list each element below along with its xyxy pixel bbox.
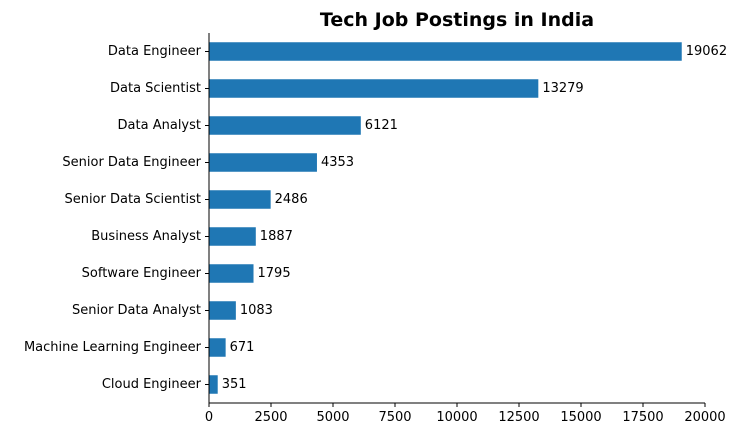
bar xyxy=(209,264,254,283)
bar-value-label: 4353 xyxy=(321,155,354,170)
bar xyxy=(209,227,256,246)
x-tick-label: 7500 xyxy=(378,410,411,425)
x-tick-label: 15000 xyxy=(560,410,601,425)
category-label: Senior Data Scientist xyxy=(64,192,201,207)
bar-value-label: 1795 xyxy=(258,266,291,281)
category-labels: Data Engineer Data Scientist Data Analyst S… xyxy=(24,44,209,392)
bar-value-label: 1083 xyxy=(240,303,273,318)
bar-value-label: 671 xyxy=(230,340,255,355)
bar-value-label: 19062 xyxy=(686,44,727,59)
x-tick-label: 17500 xyxy=(622,410,663,425)
bar xyxy=(209,301,236,320)
category-label: Data Scientist xyxy=(110,81,201,96)
bar xyxy=(209,116,361,135)
bar xyxy=(209,190,271,209)
x-tick-label: 2500 xyxy=(254,410,287,425)
category-label: Machine Learning Engineer xyxy=(24,340,202,355)
bars-group xyxy=(209,42,682,394)
bar xyxy=(209,79,539,98)
data-labels: 19062 13279 6121 4353 2486 1887 1795 1083 671 351 xyxy=(222,44,727,392)
chart-title: Tech Job Postings in India xyxy=(320,9,594,31)
bar-value-label: 6121 xyxy=(365,118,398,133)
category-label: Business Analyst xyxy=(91,229,201,244)
bar xyxy=(209,338,226,357)
category-label: Data Analyst xyxy=(118,118,201,133)
x-axis-ticks: 0 2500 5000 7500 10000 12500 15000 17500 20000 xyxy=(205,403,726,425)
bar xyxy=(209,42,682,61)
category-label: Senior Data Analyst xyxy=(72,303,201,318)
category-label: Data Engineer xyxy=(108,44,202,59)
x-tick-label: 20000 xyxy=(684,410,725,425)
x-tick-label: 12500 xyxy=(498,410,539,425)
x-tick-label: 0 xyxy=(205,410,213,425)
bar xyxy=(209,375,218,394)
bar-value-label: 351 xyxy=(222,377,247,392)
category-label: Software Engineer xyxy=(82,266,202,281)
bar-value-label: 1887 xyxy=(260,229,293,244)
bar xyxy=(209,153,317,172)
bar-value-label: 13279 xyxy=(542,81,583,96)
bar-value-label: 2486 xyxy=(275,192,308,207)
category-label: Senior Data Engineer xyxy=(62,155,201,170)
x-tick-label: 5000 xyxy=(316,410,349,425)
x-tick-label: 10000 xyxy=(436,410,477,425)
category-label: Cloud Engineer xyxy=(102,377,202,392)
